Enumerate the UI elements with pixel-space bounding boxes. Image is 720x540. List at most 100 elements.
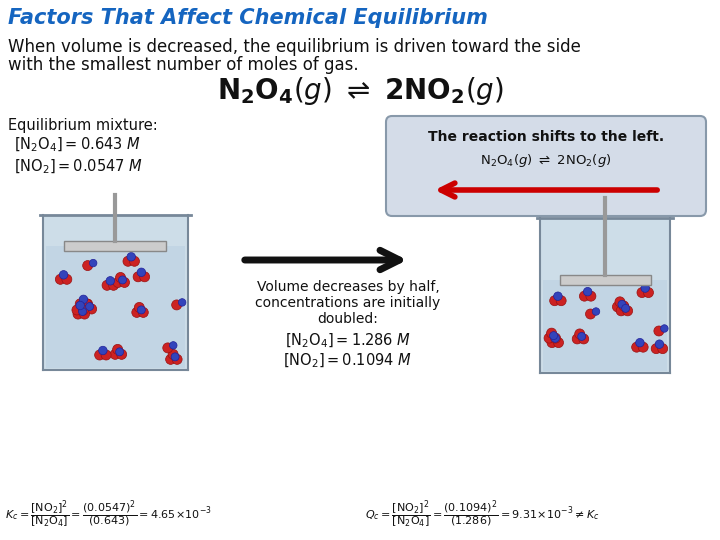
Text: doubled:: doubled:	[318, 312, 379, 326]
Circle shape	[133, 272, 143, 282]
Circle shape	[94, 350, 104, 360]
Circle shape	[132, 307, 142, 318]
Circle shape	[76, 301, 84, 310]
Circle shape	[73, 309, 83, 319]
Circle shape	[119, 276, 127, 284]
Circle shape	[575, 329, 585, 339]
Circle shape	[637, 288, 647, 298]
Bar	[540, 218, 670, 373]
Circle shape	[62, 274, 72, 285]
Text: Equilibrium mixture:: Equilibrium mixture:	[8, 118, 158, 133]
Circle shape	[585, 309, 595, 319]
Circle shape	[580, 291, 590, 301]
Circle shape	[115, 273, 125, 282]
Text: $[\mathrm{N_2O_4}] = 0.643\ \mathit{M}$: $[\mathrm{N_2O_4}] = 0.643\ \mathit{M}$	[14, 136, 141, 154]
Circle shape	[179, 299, 186, 306]
Circle shape	[116, 348, 124, 356]
Circle shape	[657, 343, 667, 354]
Circle shape	[99, 346, 107, 355]
Circle shape	[83, 299, 93, 309]
Text: $\mathbf{N_2O_4}(\mathit{g})\ \rightleftharpoons\ \mathbf{2NO_2}(\mathit{g})$: $\mathbf{N_2O_4}(\mathit{g})\ \rightleft…	[217, 75, 503, 107]
Circle shape	[83, 261, 93, 271]
Circle shape	[79, 309, 89, 319]
Circle shape	[549, 296, 559, 306]
Circle shape	[117, 349, 127, 359]
Circle shape	[551, 334, 559, 342]
Text: $K_c = \dfrac{[\mathrm{NO_2}]^2}{[\mathrm{N_2O_4}]} = \dfrac{(0.0547)^2}{(0.643): $K_c = \dfrac{[\mathrm{NO_2}]^2}{[\mathr…	[5, 498, 212, 530]
Circle shape	[593, 308, 600, 315]
Circle shape	[546, 328, 557, 338]
Text: concentrations are initially: concentrations are initially	[256, 296, 441, 310]
Circle shape	[168, 349, 178, 359]
Circle shape	[138, 307, 148, 318]
Circle shape	[554, 292, 562, 300]
Circle shape	[577, 333, 585, 340]
Circle shape	[137, 268, 145, 276]
Text: $[\mathrm{N_2O_4}] = 1.286\ \mathit{M}$: $[\mathrm{N_2O_4}] = 1.286\ \mathit{M}$	[285, 332, 411, 350]
Circle shape	[641, 284, 649, 292]
Circle shape	[544, 333, 554, 343]
Circle shape	[112, 345, 122, 354]
Circle shape	[549, 332, 557, 340]
Text: with the smallest number of moles of gas.: with the smallest number of moles of gas…	[8, 56, 359, 74]
Text: $\mathrm{N_2O_4}(\mathit{g})\ \rightleftharpoons\ \mathrm{2NO_2}(\mathit{g})$: $\mathrm{N_2O_4}(\mathit{g})\ \rightleft…	[480, 152, 612, 169]
Circle shape	[79, 295, 88, 303]
Circle shape	[106, 276, 114, 285]
Text: The reaction shifts to the left.: The reaction shifts to the left.	[428, 130, 664, 144]
Circle shape	[123, 256, 133, 266]
Circle shape	[547, 338, 557, 348]
Circle shape	[89, 259, 97, 267]
Circle shape	[59, 271, 68, 279]
Bar	[64, 241, 166, 251]
Circle shape	[619, 302, 629, 312]
Circle shape	[572, 334, 582, 344]
Text: $Q_c = \dfrac{[\mathrm{NO_2}]^2}{[\mathrm{N_2O_4}]} = \dfrac{(0.1094)^2}{(1.286): $Q_c = \dfrac{[\mathrm{NO_2}]^2}{[\mathr…	[365, 498, 600, 530]
Circle shape	[130, 256, 140, 266]
Circle shape	[78, 305, 89, 315]
Circle shape	[76, 304, 86, 314]
Text: When volume is decreased, the equilibrium is driven toward the side: When volume is decreased, the equilibriu…	[8, 38, 581, 56]
Circle shape	[166, 354, 176, 364]
Bar	[559, 275, 650, 285]
Circle shape	[661, 325, 668, 332]
Circle shape	[172, 354, 182, 364]
Circle shape	[102, 280, 112, 291]
Circle shape	[556, 296, 566, 306]
Circle shape	[120, 278, 130, 287]
Circle shape	[140, 272, 150, 282]
Text: Volume decreases by half,: Volume decreases by half,	[256, 280, 439, 294]
Circle shape	[616, 306, 626, 316]
FancyBboxPatch shape	[386, 116, 706, 216]
Circle shape	[654, 326, 664, 336]
Bar	[42, 215, 187, 370]
Circle shape	[86, 304, 96, 314]
Circle shape	[138, 306, 145, 314]
Circle shape	[631, 342, 642, 352]
Circle shape	[554, 338, 564, 348]
Circle shape	[81, 299, 91, 309]
Circle shape	[169, 342, 177, 349]
Circle shape	[583, 287, 592, 296]
Circle shape	[621, 305, 630, 312]
Circle shape	[551, 333, 561, 343]
Bar	[543, 280, 667, 371]
Circle shape	[651, 343, 661, 354]
Text: $[\mathrm{NO_2}] = 0.0547\ \mathit{M}$: $[\mathrm{NO_2}] = 0.0547\ \mathit{M}$	[14, 158, 143, 177]
Circle shape	[72, 305, 82, 315]
Circle shape	[80, 304, 90, 314]
Circle shape	[618, 301, 629, 311]
Circle shape	[127, 253, 135, 261]
Circle shape	[113, 278, 123, 287]
Circle shape	[171, 300, 181, 310]
Text: $[\mathrm{NO_2}] = 0.1094\ \mathit{M}$: $[\mathrm{NO_2}] = 0.1094\ \mathit{M}$	[284, 352, 413, 370]
Circle shape	[613, 302, 622, 312]
Circle shape	[579, 334, 589, 344]
Circle shape	[171, 353, 179, 361]
Circle shape	[75, 299, 85, 309]
Text: Factors That Affect Chemical Equilibrium: Factors That Affect Chemical Equilibrium	[8, 8, 488, 28]
Circle shape	[163, 343, 173, 353]
Circle shape	[618, 300, 626, 308]
Circle shape	[109, 280, 119, 291]
Circle shape	[623, 306, 633, 316]
Circle shape	[135, 302, 144, 313]
